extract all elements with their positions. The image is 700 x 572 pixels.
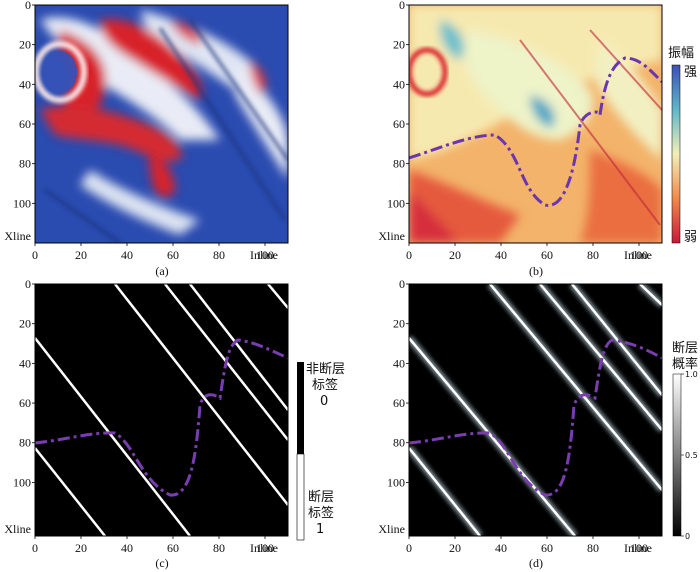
colorbar-c-top-line3: 0 [320, 394, 328, 409]
panel-a-ytick-label: 0 [25, 0, 31, 12]
panel-b-ytick-label: 40 [393, 77, 405, 91]
panel-b-ytick-label: 60 [393, 117, 405, 131]
colorbar-b-top-label: 强 [684, 65, 697, 80]
colorbar-b-bottom-label: 弱 [684, 230, 697, 245]
panel-b-xtick-label: 40 [495, 248, 507, 262]
panel-d-ytick-label: 80 [393, 436, 405, 450]
panel-a-xtick-label: 80 [213, 248, 225, 262]
panel-b-xtick-label: 20 [449, 248, 461, 262]
panel-a-ytick-label: 100 [13, 196, 31, 210]
panel-d-xtick-label: 100 [630, 541, 648, 555]
panel-b-ytick-label: 100 [387, 196, 405, 210]
panel-d-x-axis-name: Inline [624, 541, 652, 555]
colorbar-d: 断层 概率 1.0 0.5 0 [672, 341, 698, 541]
panel-c-xtick-label: 100 [256, 541, 274, 555]
colorbar-d-title-line2: 概率 [672, 356, 698, 372]
panel-c-y-axis-name: Xline [4, 522, 31, 536]
panel-d-xtick-label: 60 [541, 541, 553, 555]
panel-d-y-axis-name: Xline [378, 522, 405, 536]
panel-a-ytick-label: 60 [19, 117, 31, 131]
panel-b-xtick-label: 100 [630, 248, 648, 262]
panel-a-ytick-label: 80 [19, 157, 31, 171]
panel-c-frame [34, 283, 289, 537]
panel-c-ytick-label: 0 [25, 277, 31, 291]
panel-c-xtick-label: 0 [32, 541, 38, 555]
panel-d-frame [408, 283, 663, 537]
panel-a-xtick-label: 0 [32, 248, 38, 262]
panel-c-x-axis-name: Inline [250, 541, 278, 555]
panel-d-image [409, 284, 662, 536]
colorbar-d-tick-min: 0 [685, 532, 690, 541]
panel-b-ytick-label: 20 [393, 38, 405, 52]
panel-d-label: (d) [529, 556, 543, 570]
panel-a-y-axis-name: Xline [4, 229, 31, 243]
panel-a-xtick-label: 20 [75, 248, 87, 262]
panel-d-xtick-label: 80 [587, 541, 599, 555]
panel-d-ytick-label: 0 [399, 277, 405, 291]
colorbar-c-bottom-line1: 断层 [308, 490, 334, 505]
panel-d-xtick-label: 0 [406, 541, 412, 555]
colorbar-b: 振幅 强 弱 [668, 46, 697, 245]
colorbar-d-tick-mid: 0.5 [685, 451, 698, 460]
panel-b-image [409, 5, 662, 243]
panel-d-ytick-label: 20 [393, 317, 405, 331]
panel-a-xtick-label: 40 [121, 248, 133, 262]
panel-d-ytick-label: 40 [393, 356, 405, 370]
panel-b-ytick-label: 0 [399, 0, 405, 12]
panel-c-ytick-label: 80 [19, 436, 31, 450]
colorbar-c-bottom-line2: 标签 [308, 505, 334, 521]
panel-d-ytick-label: 100 [387, 475, 405, 489]
panel-b-label: (b) [529, 264, 543, 278]
panel-a-label: (a) [155, 264, 168, 278]
panel-c-ytick-label: 40 [19, 356, 31, 370]
colorbar-d-tick-max: 1.0 [685, 370, 698, 379]
panel-a-xtick-label: 100 [256, 248, 274, 262]
panel-d-xtick-label: 40 [495, 541, 507, 555]
panel-c-ytick-label: 100 [13, 475, 31, 489]
panel-a-ytick-label: 40 [19, 77, 31, 91]
panel-c-xtick-label: 80 [213, 541, 225, 555]
panel-c-ytick-label: 20 [19, 317, 31, 331]
colorbar-c: 非断层 标签 0 断层 标签 1 [296, 362, 345, 541]
colorbar-c-bottom-line3: 1 [316, 522, 324, 537]
panel-c-ytick-label: 60 [19, 396, 31, 410]
panel-c-image [35, 284, 288, 536]
panel-b-x-axis-name: Inline [624, 248, 652, 262]
panel-d-ytick-label: 60 [393, 396, 405, 410]
colorbar-b-title: 振幅 [668, 46, 694, 61]
panel-b-xtick-label: 60 [541, 248, 553, 262]
panel-b-xtick-label: 80 [587, 248, 599, 262]
panel-c-label: (c) [155, 556, 168, 570]
panel-a-ytick-label: 20 [19, 38, 31, 52]
colorbar-c-top-line1: 非断层 [306, 362, 345, 377]
panel-b-ytick-label: 80 [393, 157, 405, 171]
panel-a-image [35, 5, 288, 243]
panel-c-xtick-label: 20 [75, 541, 87, 555]
panel-a-xtick-label: 60 [167, 248, 179, 262]
panel-a-x-axis-name: Inline [250, 248, 278, 262]
panel-c-xtick-label: 60 [167, 541, 179, 555]
panel-d-xtick-label: 20 [449, 541, 461, 555]
panel-b-xtick-label: 0 [406, 248, 412, 262]
colorbar-c-top-line2: 标签 [312, 377, 338, 393]
panel-b-y-axis-name: Xline [378, 229, 405, 243]
colorbar-d-title-line1: 断层 [672, 341, 698, 356]
panel-c-xtick-label: 40 [121, 541, 133, 555]
